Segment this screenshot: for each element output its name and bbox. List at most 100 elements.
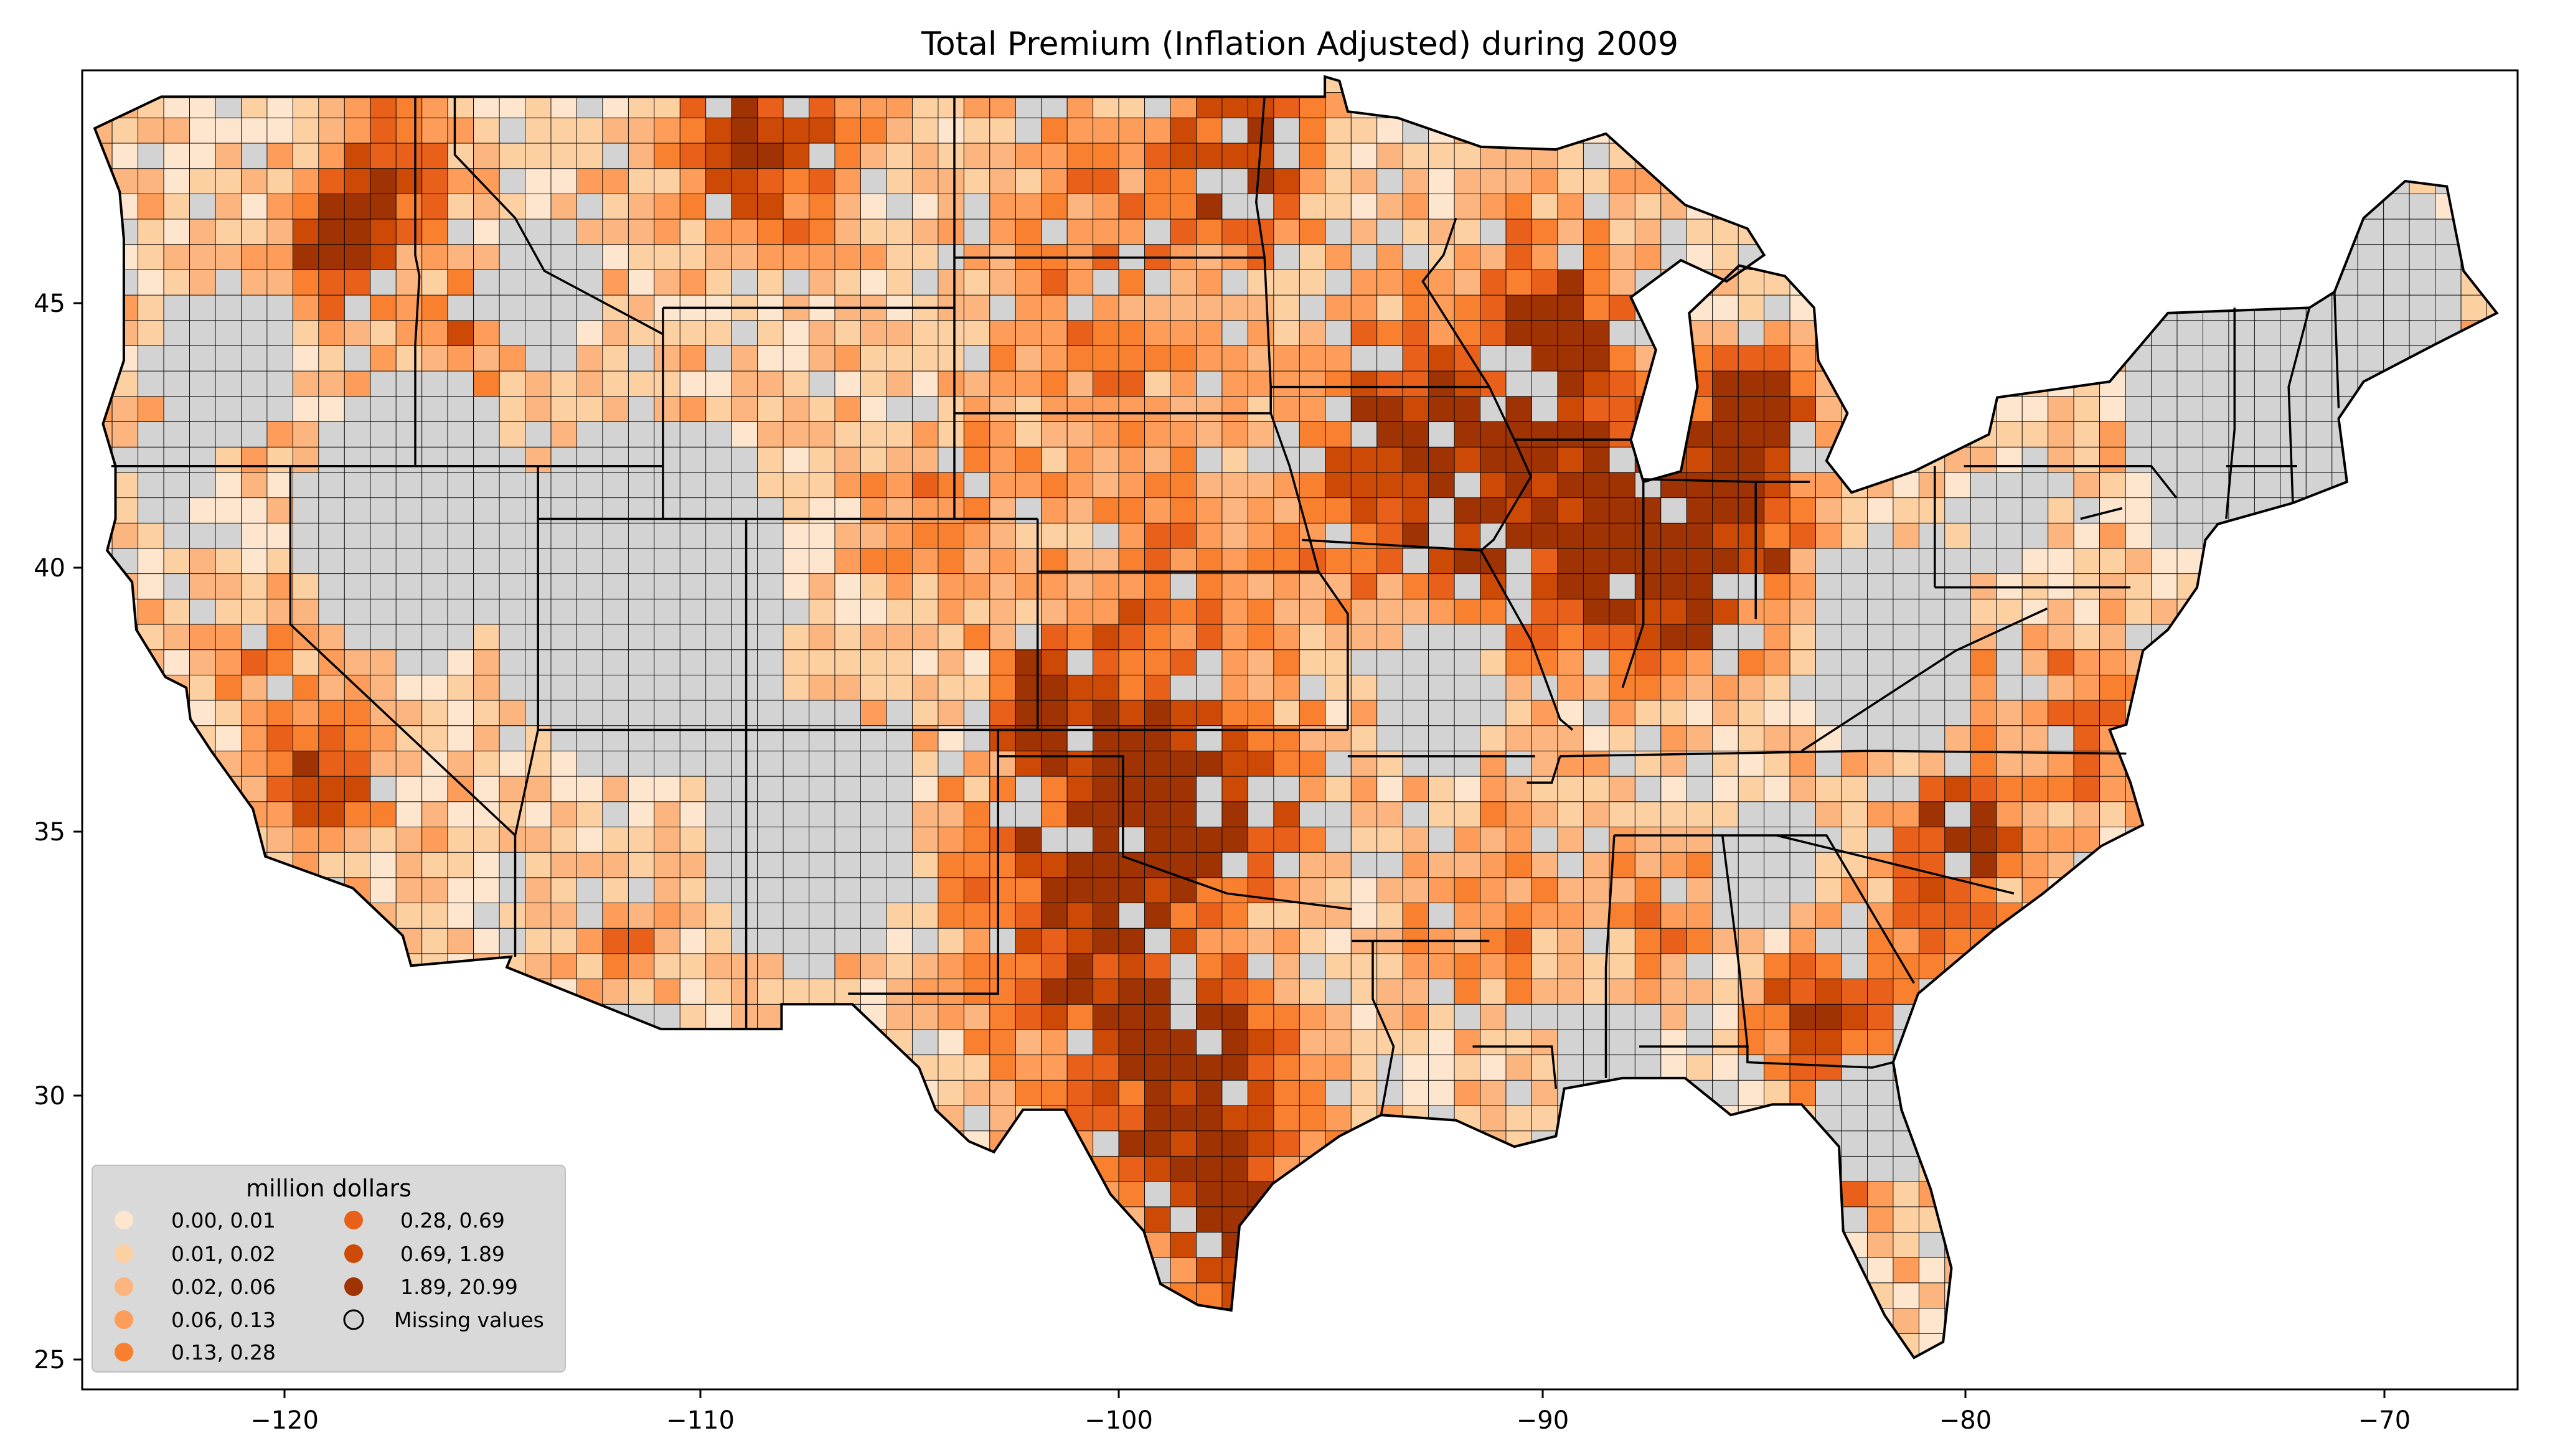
county-cell [1738, 421, 1765, 448]
county-cell [550, 700, 577, 726]
county-cell [1996, 725, 2023, 751]
county-cell [318, 624, 345, 651]
county-cell [2048, 1029, 2074, 1056]
county-cell [1712, 1231, 1739, 1258]
county-cell [499, 1029, 526, 1056]
county-cell [1041, 472, 1068, 499]
county-cell [370, 649, 397, 675]
county-cell [1066, 143, 1094, 169]
county-cell [2486, 421, 2497, 448]
county-cell [1738, 1206, 1765, 1233]
county-cell [963, 1282, 990, 1308]
county-cell [628, 143, 655, 169]
county-cell [473, 548, 500, 575]
county-cell [2331, 548, 2358, 575]
county-cell [1789, 446, 1817, 473]
state-boundary [1964, 464, 2178, 499]
county-cell [138, 979, 164, 1005]
county-cell [1660, 522, 1687, 549]
county-cell [1377, 1359, 1403, 1384]
county-cell [1402, 1079, 1429, 1106]
county-cell [1505, 244, 1532, 270]
county-cell [1867, 1257, 1894, 1284]
county-cell [499, 598, 526, 625]
county-cell [1221, 573, 1248, 599]
county-cell [499, 852, 526, 878]
county-cell [1764, 649, 1790, 675]
state-boundary [1371, 941, 1395, 1115]
county-cell [95, 269, 113, 296]
county-cell [2202, 1333, 2229, 1358]
county-cell [2099, 446, 2126, 473]
county-cell [963, 117, 990, 144]
county-cell [1660, 852, 1687, 878]
county-cell [809, 1333, 835, 1358]
county-cell [447, 294, 474, 321]
legend-label: 0.06, 0.13 [171, 1308, 276, 1332]
county-cell [628, 548, 655, 575]
county-cell [938, 345, 964, 372]
county-cell [1428, 903, 1455, 929]
county-cell [1041, 269, 1068, 296]
county-cell [2435, 421, 2462, 448]
county-cell [2099, 1333, 2126, 1358]
county-cell [989, 294, 1016, 321]
county-cell [834, 269, 861, 296]
county-cell [809, 168, 835, 194]
county-cell [395, 1079, 423, 1106]
county-cell [2460, 472, 2488, 499]
county-cell [2228, 903, 2255, 929]
county-cell [1660, 168, 1687, 194]
state-boundary [2287, 307, 2311, 504]
county-cell [2460, 953, 2488, 980]
county-cell [344, 193, 371, 220]
county-cell [938, 117, 964, 144]
county-cell [2409, 877, 2436, 903]
county-cell [2409, 903, 2436, 929]
county-cell [1609, 446, 1635, 473]
county-cell [860, 472, 887, 499]
county-cell [1454, 827, 1481, 853]
county-cell [111, 953, 139, 980]
county-cell [1789, 168, 1817, 194]
county-cell [2176, 143, 2203, 169]
county-cell [2151, 750, 2178, 777]
county-cell [1583, 598, 1610, 625]
county-cell [1273, 1079, 1300, 1106]
county-cell [2486, 320, 2497, 346]
county-cell [2305, 1231, 2333, 1258]
county-cell [1221, 117, 1248, 144]
county-cell [1918, 750, 1945, 777]
county-cell [576, 1206, 603, 1233]
county-cell [2305, 218, 2333, 245]
county-cell [628, 1308, 655, 1334]
county-cell [2202, 725, 2229, 751]
county-cell [2305, 1282, 2333, 1308]
county-cell [2152, 1359, 2178, 1384]
county-cell [318, 598, 345, 625]
county-cell [1764, 827, 1790, 853]
county-cell [1325, 472, 1352, 499]
county-cell [1376, 674, 1403, 701]
county-cell [1764, 320, 1790, 346]
county-cell [2305, 143, 2333, 169]
county-cell [1583, 649, 1610, 675]
county-cell [1944, 1105, 1971, 1132]
legend-swatch [115, 1343, 133, 1361]
county-cell [1273, 143, 1300, 169]
county-cell [421, 497, 448, 524]
county-cell [1944, 928, 1971, 954]
county-cell [1712, 1257, 1739, 1284]
county-cell [1531, 801, 1558, 827]
county-cell [1041, 1155, 1068, 1182]
county-cell [138, 370, 164, 397]
county-cell [1273, 1155, 1300, 1182]
county-cell [215, 117, 242, 144]
county-cell [1093, 953, 1119, 980]
county-cell [2176, 852, 2203, 878]
county-cell [1093, 1130, 1119, 1157]
county-cell [473, 168, 500, 194]
county-cell [705, 700, 732, 726]
county-cell [1738, 269, 1765, 296]
county-cell [938, 1359, 964, 1384]
